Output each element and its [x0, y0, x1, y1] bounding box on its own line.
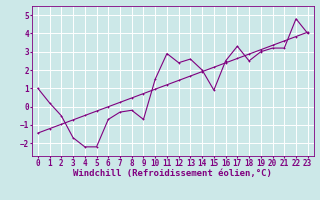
X-axis label: Windchill (Refroidissement éolien,°C): Windchill (Refroidissement éolien,°C) — [73, 169, 272, 178]
